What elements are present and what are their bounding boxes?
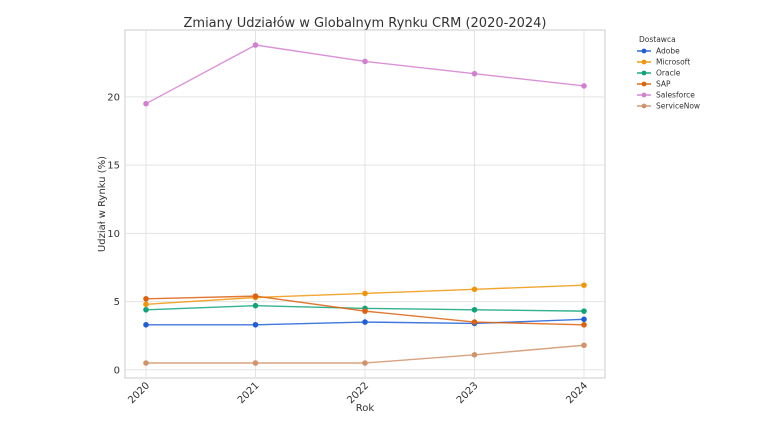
data-point-sap xyxy=(252,293,259,299)
chart-title: Zmiany Udziałów w Globalnym Rynku CRM (2… xyxy=(184,16,547,31)
y-tick-label: 15 xyxy=(107,161,120,172)
legend-marker-adobe xyxy=(641,48,647,54)
x-tick-label: 2024 xyxy=(564,380,590,406)
data-point-sap xyxy=(143,296,149,302)
data-point-salesforce xyxy=(471,70,478,77)
data-point-servicenow xyxy=(362,360,368,366)
y-axis-label: Udział w Rynku (%) xyxy=(97,156,108,252)
data-point-salesforce xyxy=(362,58,368,65)
data-point-microsoft xyxy=(581,282,587,289)
legend-label-salesforce: Salesforce xyxy=(656,91,695,100)
data-point-servicenow xyxy=(143,360,149,366)
x-tick-label: 2023 xyxy=(455,380,481,406)
data-point-sap xyxy=(362,308,368,314)
data-point-oracle xyxy=(143,306,149,313)
legend-marker-servicenow xyxy=(641,103,647,109)
data-point-salesforce xyxy=(143,100,149,107)
y-tick-label: 5 xyxy=(114,297,120,308)
y-tick-label: 20 xyxy=(107,92,120,103)
legend-label-oracle: Oracle xyxy=(656,69,681,78)
x-axis-label: Rok xyxy=(356,403,375,414)
legend-marker-salesforce xyxy=(641,92,647,98)
legend-label-servicenow: ServiceNow xyxy=(656,102,700,111)
data-point-adobe xyxy=(581,316,587,323)
data-point-microsoft xyxy=(471,286,478,293)
legend-marker-sap xyxy=(641,81,647,87)
data-point-oracle xyxy=(471,306,478,313)
legend-label-microsoft: Microsoft xyxy=(656,58,690,67)
x-tick-label: 2021 xyxy=(236,380,262,406)
data-point-salesforce xyxy=(252,42,259,48)
data-point-oracle xyxy=(581,308,587,314)
data-point-servicenow xyxy=(581,342,587,349)
legend-label-adobe: Adobe xyxy=(656,47,680,56)
data-point-microsoft xyxy=(143,301,149,308)
data-point-servicenow xyxy=(471,352,478,358)
y-tick-label: 10 xyxy=(107,229,120,240)
data-point-adobe xyxy=(362,319,368,325)
data-point-salesforce xyxy=(581,83,587,89)
legend-marker-oracle xyxy=(641,70,647,76)
data-point-sap xyxy=(581,321,587,328)
legend-label-sap: SAP xyxy=(656,80,671,89)
legend-marker-microsoft xyxy=(641,59,647,65)
x-tick-label: 2020 xyxy=(126,380,152,406)
data-point-servicenow xyxy=(252,360,259,366)
data-point-adobe xyxy=(143,321,149,328)
data-point-oracle xyxy=(252,302,259,309)
data-point-microsoft xyxy=(362,290,368,297)
data-point-sap xyxy=(471,319,478,325)
y-tick-label: 0 xyxy=(114,365,120,376)
legend: Dostawca Adobe Microsoft Oracle SAP Salesfor… xyxy=(637,35,700,111)
legend-title: Dostawca xyxy=(639,35,676,44)
data-point-adobe xyxy=(252,321,259,328)
